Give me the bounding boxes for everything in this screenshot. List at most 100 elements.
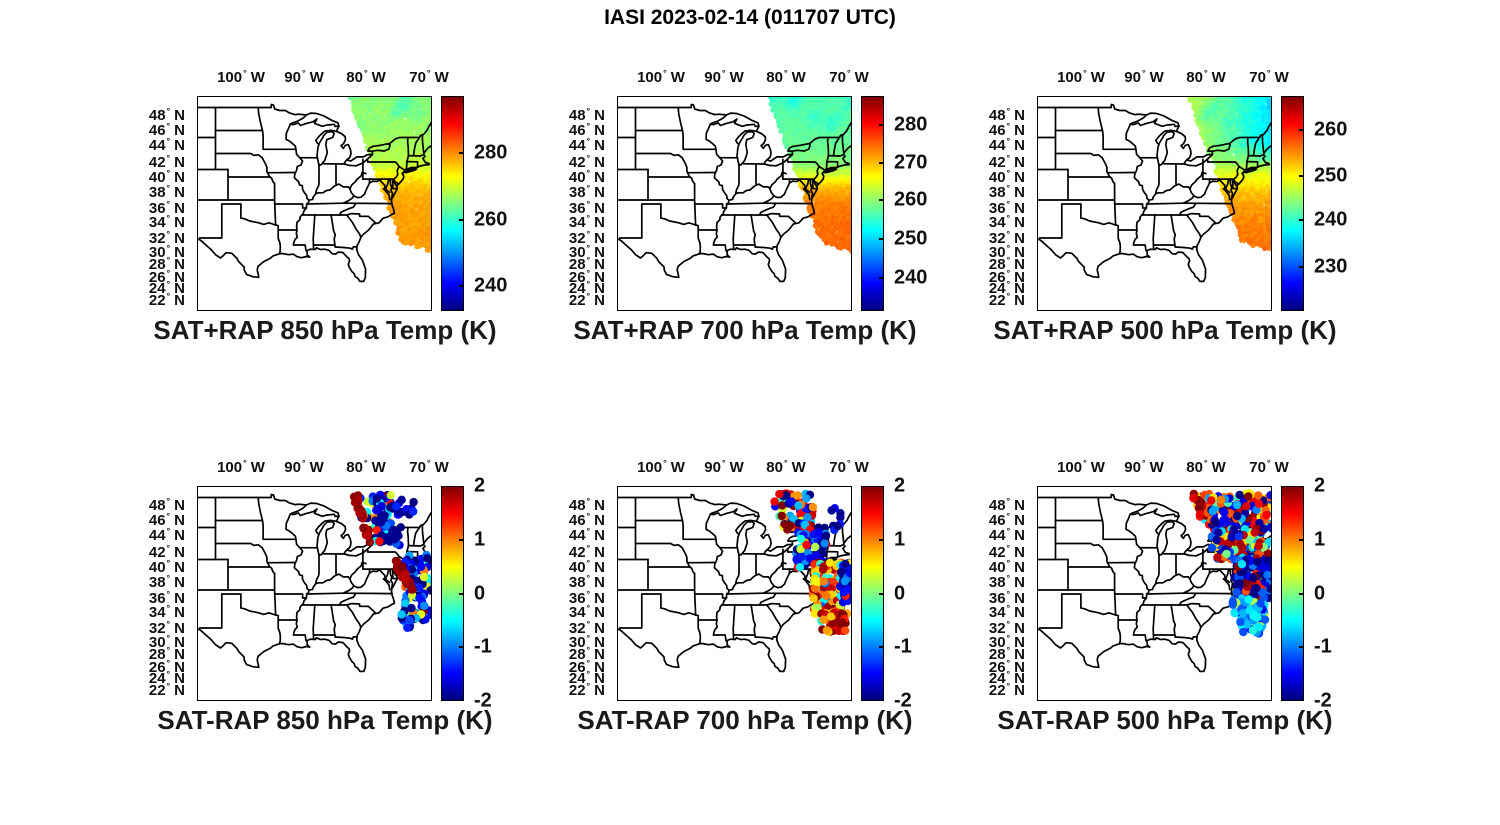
us-map-sat-minus-rap-700 <box>617 486 852 701</box>
lat-tick-label: 42° N <box>568 153 605 171</box>
state-borders <box>1037 103 1272 283</box>
lat-tick-label: 30° N <box>148 243 185 261</box>
lat-tick-label: 38° N <box>988 183 1025 201</box>
lat-tick-label: 22° N <box>988 681 1025 699</box>
lat-tick-label: 36° N <box>988 199 1025 217</box>
panel-title-sat-minus-rap-500: SAT-RAP 500 hPa Temp (K) <box>997 705 1333 735</box>
lat-tick-label: 32° N <box>568 229 605 247</box>
lat-tick-label: 36° N <box>988 589 1025 607</box>
lat-tick-label: 40° N <box>988 168 1025 186</box>
state-borders <box>197 493 432 673</box>
lat-tick-label: 32° N <box>148 619 185 637</box>
lat-tick-label: 44° N <box>148 136 185 154</box>
figure-title: IASI 2023-02-14 (011707 UTC) <box>604 6 896 29</box>
lat-tick-label: 46° N <box>148 511 185 529</box>
colorbar-sat-plus-rap-500 <box>1281 96 1304 311</box>
panel-title-sat-minus-rap-700: SAT-RAP 700 hPa Temp (K) <box>577 705 913 735</box>
diff-scatter <box>1189 489 1272 638</box>
lat-axis-labels: 48° N 46° N 44° N 42° N 40° N 38° N 36° N 34° N 32° N 30° N… <box>141 96 191 311</box>
lon-tick-label: 80° W <box>766 458 806 476</box>
lat-tick-label: 22° N <box>568 681 605 699</box>
lat-tick-label: 34° N <box>988 213 1025 231</box>
colorbar-tick <box>879 538 884 541</box>
state-borders <box>617 103 852 283</box>
panel-sat-minus-rap-500: 100° W 90° W 80° W 70° W 48° N 46° N 44° N 42° N 40° N 38°… <box>989 458 1333 735</box>
colorbar-tick <box>879 237 884 240</box>
lat-tick-label: 24° N <box>568 279 605 297</box>
lat-tick-label: 38° N <box>568 573 605 591</box>
lat-tick-label: 48° N <box>568 106 605 124</box>
colorbar-tick <box>459 285 464 288</box>
colorbar-tick <box>1299 219 1304 222</box>
lat-tick-label: 32° N <box>148 229 185 247</box>
lat-tick-label: 26° N <box>568 268 605 286</box>
lat-tick-label: 22° N <box>988 291 1025 309</box>
lat-tick-label: 42° N <box>148 153 185 171</box>
colorbar-tick-label: 250 <box>894 227 928 250</box>
us-map-sat-plus-rap-700 <box>617 96 852 311</box>
lat-axis-labels: 48° N 46° N 44° N 42° N 40° N 38° N 36° N 34° N 32° N 30° N… <box>141 486 191 701</box>
colorbar-sat-plus-rap-850 <box>441 96 464 311</box>
diff-scatter <box>770 489 852 636</box>
map-frame <box>617 96 852 311</box>
lat-tick-label: 36° N <box>148 199 185 217</box>
lat-tick-label: 48° N <box>568 496 605 514</box>
lon-tick-label: 90° W <box>1124 458 1164 476</box>
lon-tick-label: 90° W <box>704 68 744 86</box>
lat-tick-label: 30° N <box>988 633 1025 651</box>
lat-tick-label: 38° N <box>148 183 185 201</box>
lon-tick-label: 70° W <box>409 458 449 476</box>
panel-sat-minus-rap-850: 100° W 90° W 80° W 70° W 48° N 46° N 44° N 42° N 40° N 38°… <box>149 458 493 735</box>
lon-axis-labels: 100° W 90° W 80° W 70° W <box>617 68 869 88</box>
colorbar-tick <box>459 646 464 649</box>
lon-tick-label: 80° W <box>346 458 386 476</box>
lat-tick-label: 34° N <box>568 603 605 621</box>
lat-tick-label: 32° N <box>568 619 605 637</box>
lon-tick-label: 90° W <box>284 458 324 476</box>
lat-tick-label: 40° N <box>148 558 185 576</box>
lat-tick-label: 26° N <box>988 268 1025 286</box>
panel-title-sat-plus-rap-500: SAT+RAP 500 hPa Temp (K) <box>993 315 1337 345</box>
lat-tick-label: 26° N <box>568 658 605 676</box>
colorbar-tick-label: 270 <box>894 151 928 174</box>
lat-tick-label: 38° N <box>988 573 1025 591</box>
lat-tick-label: 48° N <box>988 496 1025 514</box>
map-frame <box>1037 486 1272 701</box>
lat-tick-label: 26° N <box>148 658 185 676</box>
swath-field <box>1185 96 1272 252</box>
colorbar-tick-label: 1 <box>474 528 486 551</box>
lat-tick-label: 42° N <box>988 153 1025 171</box>
colorbar-sat-plus-rap-700 <box>861 96 884 311</box>
colorbar-tick <box>1299 128 1304 131</box>
lon-tick-label: 70° W <box>829 68 869 86</box>
map-frame <box>617 486 852 701</box>
panel-title-sat-plus-rap-700: SAT+RAP 700 hPa Temp (K) <box>573 315 917 345</box>
lat-tick-label: 30° N <box>148 633 185 651</box>
lat-tick-label: 28° N <box>988 255 1025 273</box>
colorbar-tick <box>879 162 884 165</box>
lon-tick-label: 70° W <box>829 458 869 476</box>
lon-axis-labels: 100° W 90° W 80° W 70° W <box>1037 458 1289 478</box>
lon-axis-labels: 100° W 90° W 80° W 70° W <box>617 458 869 478</box>
lat-tick-label: 34° N <box>148 603 185 621</box>
lat-tick-label: 24° N <box>568 669 605 687</box>
lat-tick-label: 30° N <box>568 633 605 651</box>
lat-tick-label: 22° N <box>568 291 605 309</box>
colorbar-tick <box>879 277 884 280</box>
lat-tick-label: 28° N <box>988 645 1025 663</box>
lon-tick-label: 80° W <box>346 68 386 86</box>
lat-tick-label: 44° N <box>988 136 1025 154</box>
panel-sat-plus-rap-850: 100° W 90° W 80° W 70° W 48° N 46° N 44° N 42° N 40° N 38°… <box>149 68 508 345</box>
colorbar-tick-label: 2 <box>474 474 486 497</box>
colorbar-tick-label: -2 <box>474 689 492 712</box>
lat-axis-labels: 48° N 46° N 44° N 42° N 40° N 38° N 36° N 34° N 32° N 30° N… <box>981 96 1031 311</box>
panel-title-sat-plus-rap-850: SAT+RAP 850 hPa Temp (K) <box>153 315 497 345</box>
colorbar-tick-label: 240 <box>474 274 508 297</box>
lat-tick-label: 24° N <box>988 669 1025 687</box>
lat-tick-label: 36° N <box>568 199 605 217</box>
lat-axis-labels: 48° N 46° N 44° N 42° N 40° N 38° N 36° N 34° N 32° N 30° N… <box>981 486 1031 701</box>
lat-tick-label: 48° N <box>148 106 185 124</box>
colorbar-tick-label: 0 <box>894 582 906 604</box>
colorbar-tick-label: -1 <box>894 635 912 658</box>
colorbar-tick-label: 2 <box>894 474 906 497</box>
